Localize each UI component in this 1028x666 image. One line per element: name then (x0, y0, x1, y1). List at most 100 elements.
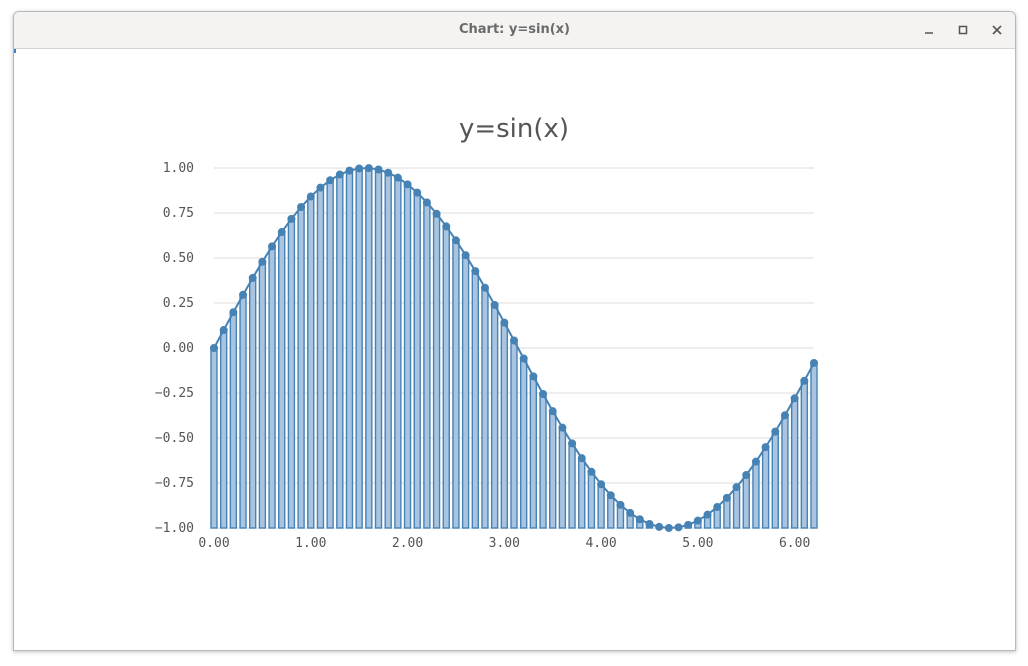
bar (403, 183, 412, 529)
data-point (345, 166, 354, 175)
data-point (403, 180, 412, 189)
bar (345, 169, 354, 529)
focus-indicator (14, 49, 16, 53)
bar (452, 239, 460, 529)
x-tick-label: 0.00 (198, 536, 229, 551)
data-point (461, 251, 470, 260)
data-point (616, 500, 625, 509)
data-point (539, 389, 548, 398)
title-bar[interactable]: Chart: y=sin(x) (14, 12, 1015, 49)
data-point (645, 519, 654, 528)
data-point (597, 480, 606, 489)
bar (432, 213, 441, 529)
bar (781, 414, 789, 529)
bar (297, 206, 305, 529)
x-tick-label: 5.00 (682, 536, 713, 551)
data-point (258, 257, 267, 266)
data-point (277, 228, 286, 237)
data-point (374, 165, 383, 174)
y-tick-label: −0.75 (155, 476, 194, 491)
data-point (800, 376, 809, 385)
data-point (558, 423, 567, 432)
bar (607, 494, 615, 529)
data-point (684, 520, 693, 529)
bar (258, 261, 267, 529)
bar (500, 321, 509, 529)
data-point (248, 273, 257, 282)
data-point (626, 508, 635, 517)
data-point (751, 457, 760, 466)
data-point (229, 308, 238, 317)
data-point (529, 372, 538, 381)
bar (810, 362, 818, 529)
app-window: Chart: y=sin(x) y=sin(x) 1.00 0.75 0.50 0.2… (13, 11, 1016, 651)
bar (597, 483, 605, 529)
data-point (432, 209, 441, 218)
bar (316, 186, 325, 529)
data-point (780, 411, 789, 420)
bar (374, 168, 383, 529)
data-point (790, 394, 799, 403)
bar (742, 474, 750, 529)
data-point (674, 523, 683, 532)
bar (578, 457, 586, 529)
data-point (810, 358, 818, 367)
bar (413, 191, 421, 529)
data-point (761, 443, 770, 452)
data-point (268, 242, 277, 251)
data-point (335, 170, 344, 179)
data-point (297, 203, 306, 212)
bar (229, 311, 238, 529)
bar (336, 173, 344, 529)
bar (268, 245, 276, 529)
minimize-button[interactable] (919, 20, 939, 40)
bar (558, 426, 567, 529)
data-point (742, 470, 751, 479)
bar (481, 287, 489, 529)
x-tick-label: 1.00 (295, 536, 326, 551)
data-point (510, 336, 518, 345)
minimize-icon (925, 32, 933, 34)
y-tick-label: 0.00 (163, 341, 194, 356)
data-point (703, 510, 712, 519)
data-point (655, 522, 664, 531)
bar (461, 254, 470, 529)
x-tick-label: 2.00 (392, 536, 423, 551)
bar (423, 201, 431, 529)
close-button[interactable] (987, 20, 1007, 40)
data-point (326, 176, 335, 185)
data-point (548, 407, 557, 416)
bar (210, 347, 218, 529)
data-point (442, 222, 451, 231)
y-tick-label: −0.25 (155, 386, 194, 401)
bar (568, 442, 576, 529)
data-point (519, 354, 528, 363)
bar (800, 380, 809, 529)
data-point (364, 164, 373, 173)
bar (355, 167, 363, 529)
bar (249, 277, 257, 529)
bar (287, 218, 296, 529)
bar (732, 486, 741, 529)
data-point (771, 427, 780, 436)
data-point (500, 318, 509, 327)
data-point (355, 164, 364, 173)
data-point (490, 300, 499, 309)
bar (278, 231, 286, 529)
data-point (722, 493, 731, 502)
y-tick-label: 0.50 (163, 251, 194, 266)
bar (790, 397, 799, 529)
bar (510, 339, 518, 529)
bar (490, 304, 499, 529)
maximize-icon (958, 25, 968, 35)
bar (384, 172, 392, 529)
data-point (306, 192, 315, 201)
bar (519, 357, 528, 529)
data-point (219, 326, 228, 335)
data-point (210, 344, 218, 352)
maximize-button[interactable] (953, 20, 973, 40)
bar (529, 375, 538, 529)
close-icon (992, 25, 1002, 35)
data-point (693, 516, 702, 525)
data-point (606, 491, 615, 500)
